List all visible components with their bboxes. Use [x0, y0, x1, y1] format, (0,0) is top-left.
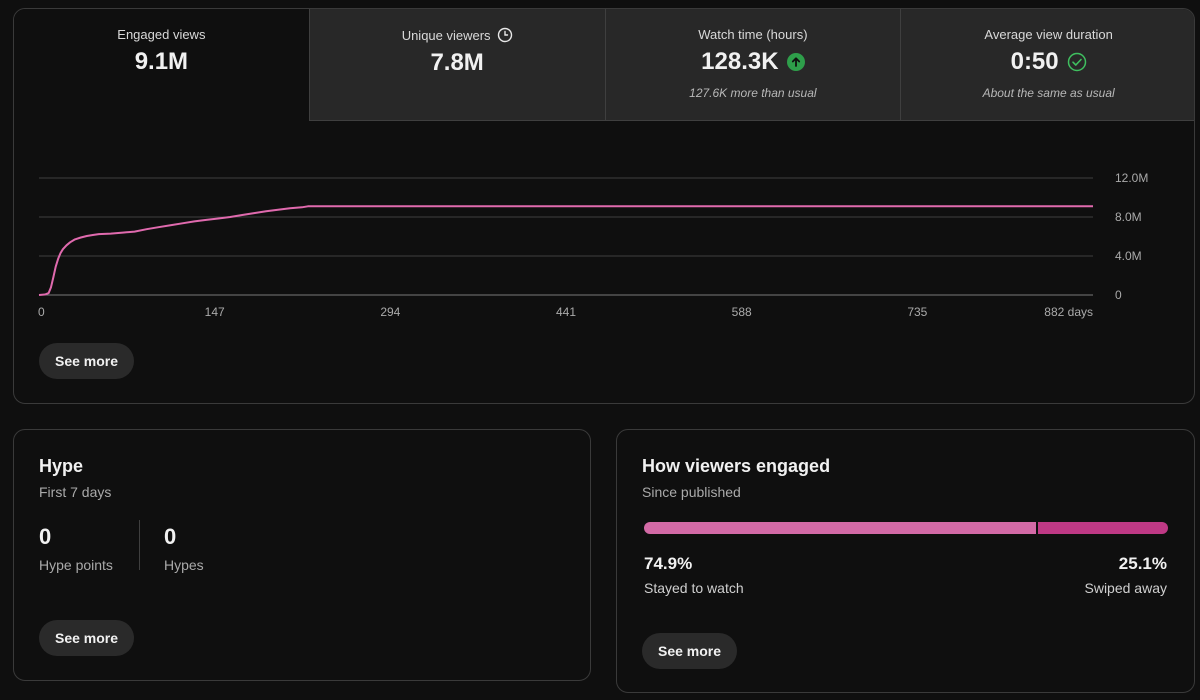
x-tick-label: 147 — [205, 305, 225, 319]
metric-note: About the same as usual — [982, 86, 1115, 100]
metric-tab-watch-time[interactable]: Watch time (hours) 128.3K 127.6K more th… — [605, 9, 902, 121]
x-tick-label: 735 — [907, 305, 927, 319]
metric-tab-unique-viewers[interactable]: Unique viewers 7.8M — [309, 9, 606, 121]
hype-card: Hype First 7 days 0 Hype points 0 Hypes … — [13, 429, 591, 681]
metric-value: 9.1M — [134, 48, 189, 75]
viewers-engaged-card: How viewers engaged Since published 74.9… — [616, 429, 1195, 693]
chart-svg: 12.0M 8.0M 4.0M 0 0 147 294 441 588 735 882 days — [38, 171, 1148, 319]
metric-label: Average view duration — [984, 27, 1113, 42]
series-line — [38, 205, 1093, 296]
swiped-bar-segment — [1036, 522, 1168, 534]
x-tick-label: 441 — [556, 305, 576, 319]
y-tick-label: 12.0M — [1115, 171, 1148, 185]
card-subtitle: First 7 days — [39, 484, 112, 500]
swiped-value: 25.1% — [1118, 554, 1167, 573]
engagement-bar — [644, 522, 1168, 534]
metric-label: Engaged views — [117, 27, 206, 42]
swiped-label: Swiped away — [1084, 580, 1168, 596]
check-circle-icon — [1067, 52, 1087, 72]
card-title: How viewers engaged — [642, 456, 831, 476]
y-tick-label: 4.0M — [1115, 249, 1142, 263]
x-tick-label: 294 — [380, 305, 400, 319]
x-tick-label: 0 — [38, 305, 45, 319]
x-tick-label: 882 days — [1044, 305, 1093, 319]
see-more-button[interactable]: See more — [39, 620, 135, 656]
hypes-value: 0 — [164, 524, 177, 549]
see-more-button[interactable]: See more — [642, 633, 738, 669]
metric-tabs: Engaged views 9.1M Unique viewers 7.8M W… — [14, 9, 1194, 121]
metric-label: Unique viewers — [401, 27, 491, 43]
engaged-views-chart: 12.0M 8.0M 4.0M 0 0 147 294 441 588 735 882 days — [14, 159, 1194, 339]
see-more-button[interactable]: See more — [39, 343, 135, 379]
arrow-up-icon — [786, 53, 805, 71]
metric-value: 128.3K — [701, 48, 779, 75]
clock-icon[interactable] — [497, 27, 513, 43]
overview-card: Engaged views 9.1M Unique viewers 7.8M W… — [13, 8, 1195, 404]
metric-value: 7.8M — [430, 49, 484, 76]
stayed-label: Stayed to watch — [644, 580, 744, 596]
stayed-value: 74.9% — [644, 554, 693, 573]
metric-tab-average-view-duration[interactable]: Average view duration 0:50 About the sam… — [901, 9, 1194, 121]
hype-points-label: Hype points — [39, 557, 113, 573]
metric-value: 0:50 — [1010, 48, 1059, 75]
y-tick-label: 0 — [1115, 288, 1122, 302]
card-subtitle: Since published — [642, 484, 741, 500]
x-tick-label: 588 — [732, 305, 752, 319]
stayed-bar-segment — [644, 522, 1037, 534]
card-title: Hype — [39, 456, 84, 476]
y-tick-label: 8.0M — [1115, 210, 1142, 224]
divider — [139, 520, 140, 570]
hypes-label: Hypes — [164, 557, 204, 573]
metric-note: 127.6K more than usual — [689, 86, 817, 100]
metric-label: Watch time (hours) — [698, 27, 808, 42]
metric-tab-engaged-views[interactable]: Engaged views 9.1M — [14, 9, 310, 121]
hype-points-value: 0 — [39, 524, 52, 549]
